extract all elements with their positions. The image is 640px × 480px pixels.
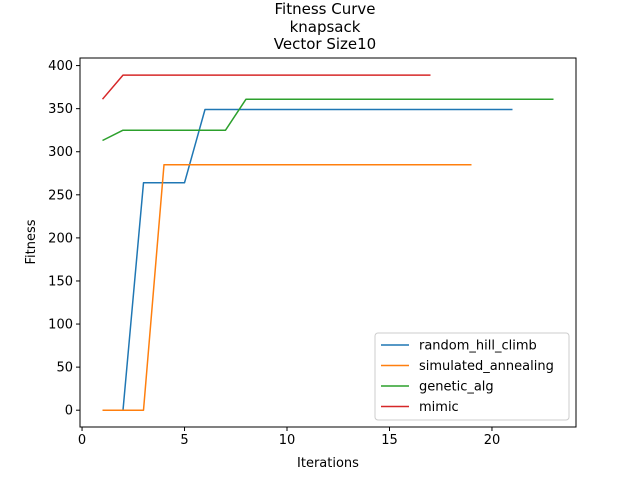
series-line-genetic_alg xyxy=(102,98,554,142)
y-axis-label: Fitness xyxy=(24,219,39,264)
plot-area-frame xyxy=(79,57,577,428)
y-tick-label: 200 xyxy=(48,231,73,246)
x-axis-label: Iterations xyxy=(297,456,359,471)
y-tick-label: 0 xyxy=(65,404,73,419)
legend: random_hill_climb simulated_annealinggene… xyxy=(374,332,570,421)
x-tick-label: 20 xyxy=(484,433,501,448)
x-tick-label: 0 xyxy=(78,433,86,448)
series-line-simulated_annealing xyxy=(102,163,472,411)
chart-title-line-2: knapsack xyxy=(290,18,361,36)
legend-frame xyxy=(374,332,570,421)
legend-label-genetic_alg: genetic_alg xyxy=(419,380,494,395)
legend-label-random_hill_climb: random_hill_climb xyxy=(419,339,537,354)
y-tick-label: 350 xyxy=(48,102,73,117)
legend-label-simulated_annealing: simulated_annealing xyxy=(419,359,554,374)
x-tick-label: 10 xyxy=(279,433,296,448)
y-tick-label: 400 xyxy=(48,59,73,74)
y-tick-label: 150 xyxy=(48,274,73,289)
x-tick-label: 5 xyxy=(180,433,188,448)
y-tick-label: 250 xyxy=(48,188,73,203)
chart-title-line-1: Fitness Curve xyxy=(275,0,376,18)
series-lines xyxy=(101,74,554,411)
y-tick-label: 300 xyxy=(48,145,73,160)
series-line-random_hill_climb xyxy=(102,108,513,411)
legend-label-mimic: mimic xyxy=(419,400,459,415)
y-tick-label: 100 xyxy=(48,318,73,333)
chart-title-line-3: Vector Size10 xyxy=(274,35,376,53)
x-tick-label: 15 xyxy=(381,433,398,448)
series-line-mimic xyxy=(101,74,431,100)
y-tick-label: 50 xyxy=(56,361,73,376)
